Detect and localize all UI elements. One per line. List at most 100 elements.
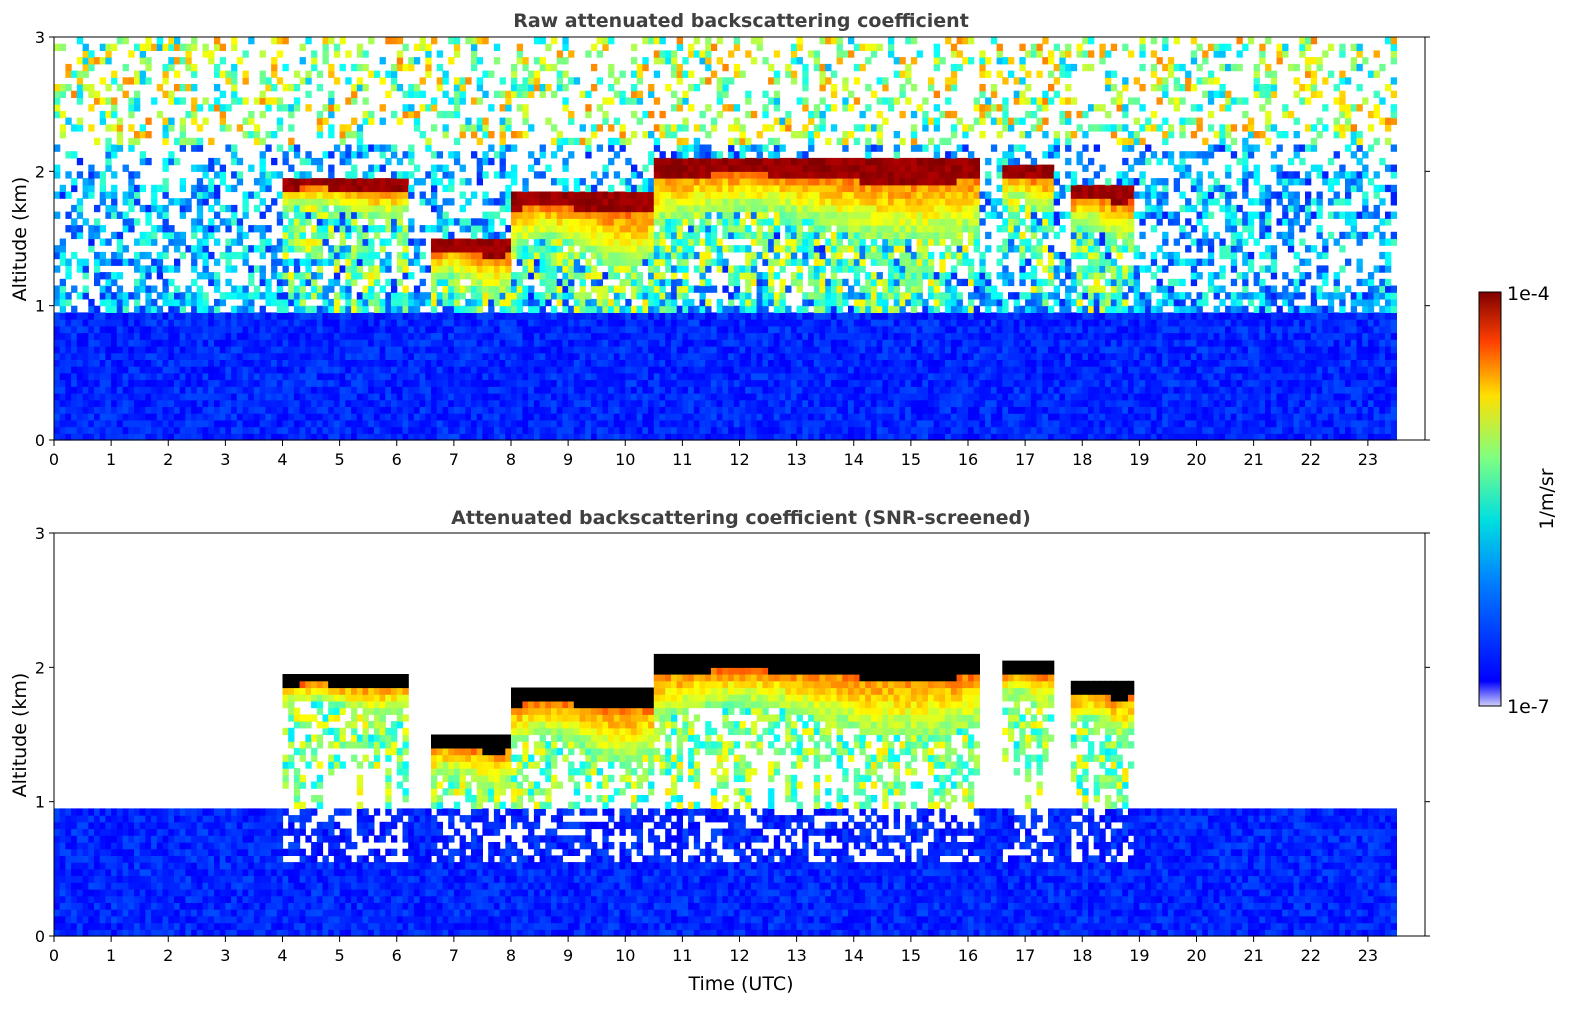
heatmap-cell [556,399,563,407]
heatmap-cell [533,57,541,65]
heatmap-cell [511,419,518,428]
heatmap-cell [459,292,466,300]
heatmap-cell [516,50,523,58]
heatmap-cell [436,332,443,340]
heatmap-cell [545,164,552,172]
heatmap-cell [345,366,352,374]
heatmap-cell [88,57,95,65]
heatmap-cell [636,413,643,421]
heatmap-cell [94,312,101,320]
heatmap-cell [739,265,746,273]
heatmap-cell [368,272,375,280]
heatmap-cell [328,332,335,340]
heatmap-cell [362,393,369,401]
heatmap-cell [671,198,678,206]
heatmap-cell [253,225,261,233]
heatmap-cell [225,419,232,428]
heatmap-cell [276,366,284,374]
heatmap-cell [328,413,335,421]
heatmap-cell [671,164,678,172]
heatmap-cell [705,413,712,421]
heatmap-cell [311,198,318,206]
heatmap-cell [671,399,678,407]
heatmap-cell [710,164,718,172]
heatmap-cell [214,258,221,266]
heatmap-cell [385,352,392,360]
heatmap-cell [225,265,232,273]
heatmap-cell [642,325,649,334]
heatmap-cell [459,258,466,266]
heatmap-cell [551,37,558,45]
heatmap-cell [705,178,712,186]
heatmap-cell [459,426,466,434]
heatmap-cell [259,386,266,394]
heatmap-cell [185,366,192,374]
heatmap-cell [259,70,266,78]
heatmap-cell [591,359,598,367]
heatmap-cell [556,84,563,92]
heatmap-cell [162,386,169,394]
heatmap-cell [528,372,535,381]
heatmap-cell [293,305,301,313]
heatmap-cell [493,298,501,307]
heatmap-cell [436,63,443,72]
heatmap-cell [139,413,146,421]
heatmap-cell [431,379,438,387]
heatmap-cell [613,231,621,240]
heatmap-cell [653,204,661,213]
heatmap-cell [539,406,546,414]
heatmap-cell [253,366,261,374]
heatmap-cell [642,238,649,246]
heatmap-cell [156,359,164,367]
heatmap-cell [448,332,455,340]
heatmap-cell [391,372,398,381]
heatmap-cell [419,332,426,340]
heatmap-cell [545,359,552,367]
heatmap-cell [259,50,266,58]
heatmap-cell [608,305,615,313]
heatmap-cell [516,292,523,300]
heatmap-cell [733,372,741,381]
heatmap-cell [345,393,352,401]
heatmap-cell [293,359,301,367]
heatmap-cell [533,245,541,253]
heatmap-cell [299,218,306,226]
heatmap-cell [345,191,352,199]
heatmap-cell [373,272,381,280]
heatmap-cell [276,171,284,179]
heatmap-cell [591,372,598,381]
heatmap-cell [745,372,752,381]
heatmap-cell [99,251,106,260]
heatmap-cell [351,332,358,340]
heatmap-cell [82,332,89,340]
heatmap-cell [699,379,706,387]
heatmap-cell [88,84,95,92]
heatmap-cell [219,413,226,421]
heatmap-cell [482,70,489,78]
heatmap-cell [396,393,404,401]
heatmap-cell [539,312,546,320]
heatmap-cell [573,218,581,226]
heatmap-cell [94,346,101,354]
heatmap-cell [442,110,449,119]
heatmap-cell [71,332,78,340]
heatmap-cell [351,319,358,327]
heatmap-cell [476,352,483,360]
heatmap-cell [379,352,386,360]
heatmap-cell [208,191,215,199]
heatmap-cell [522,372,529,381]
heatmap-cell [225,184,232,193]
heatmap-cell [88,231,95,240]
heatmap-cell [179,372,186,381]
heatmap-cell [191,137,198,146]
heatmap-cell [625,413,632,421]
heatmap-cell [493,386,501,394]
heatmap-cell [699,352,706,360]
heatmap-cell [276,305,284,313]
heatmap-cell [105,204,112,213]
heatmap-cell [539,63,546,72]
heatmap-cell [328,346,335,354]
heatmap-cell [482,372,489,381]
heatmap-cell [431,352,438,360]
heatmap-cell [105,110,112,119]
